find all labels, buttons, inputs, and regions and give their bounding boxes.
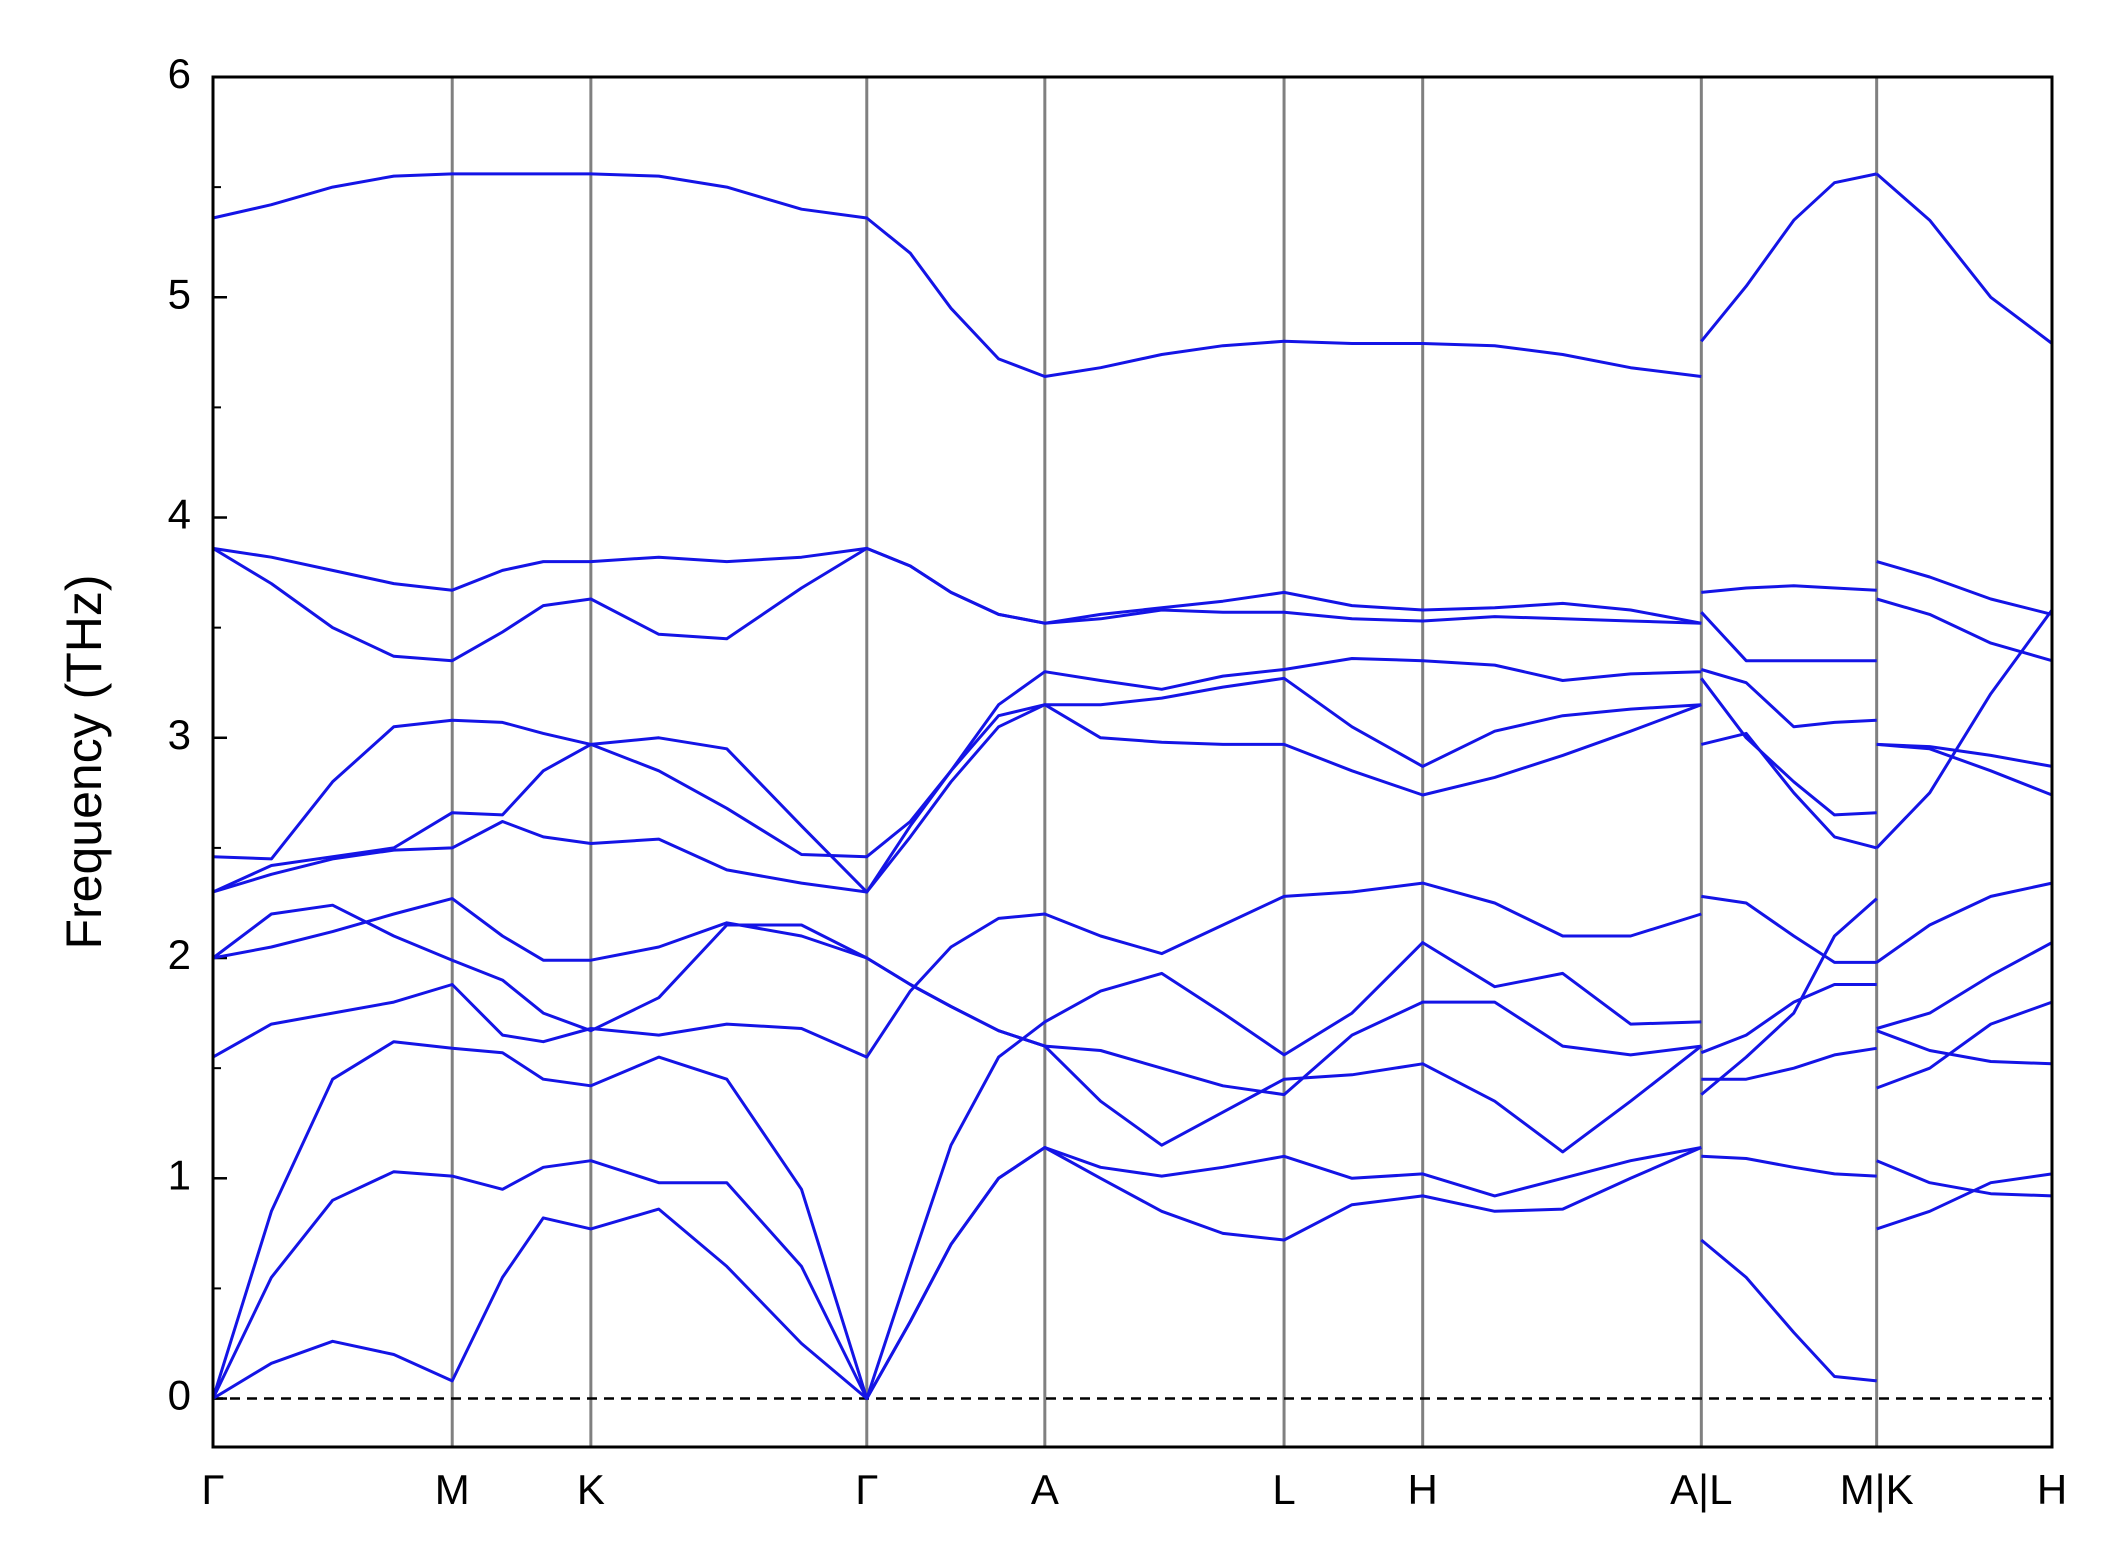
y-axis-label: Frequency (THz) xyxy=(56,574,112,949)
x-tick-label: A xyxy=(1031,1466,1059,1513)
plot-frame xyxy=(211,75,2054,1449)
y-tick-label: 3 xyxy=(168,711,191,758)
x-tick-label: L xyxy=(1272,1466,1295,1513)
band-line xyxy=(212,881,2053,1059)
band-line xyxy=(212,676,2053,894)
x-tick-label: Γ xyxy=(201,1466,224,1513)
y-tick-label: 4 xyxy=(168,491,191,538)
x-tick-label: M|K xyxy=(1840,1466,1914,1513)
band-line xyxy=(212,172,2053,378)
x-tick-label: A|L xyxy=(1670,1466,1732,1513)
band-line xyxy=(212,903,2053,1154)
x-tick-label: H xyxy=(1408,1466,1438,1513)
band-line xyxy=(212,609,2054,894)
band-line xyxy=(211,897,2053,1400)
y-tick-label: 0 xyxy=(168,1372,191,1419)
x-tick-label: M xyxy=(435,1466,470,1513)
band-line xyxy=(212,1146,2053,1400)
y-tick-label: 5 xyxy=(168,270,191,317)
x-tick-label: H xyxy=(2037,1466,2067,1513)
x-tick-label: K xyxy=(577,1466,605,1513)
y-tick-label: 1 xyxy=(168,1151,191,1198)
y-tick-label: 2 xyxy=(168,931,191,978)
y-tick-label: 6 xyxy=(168,50,191,97)
x-tick-label: Γ xyxy=(855,1466,878,1513)
